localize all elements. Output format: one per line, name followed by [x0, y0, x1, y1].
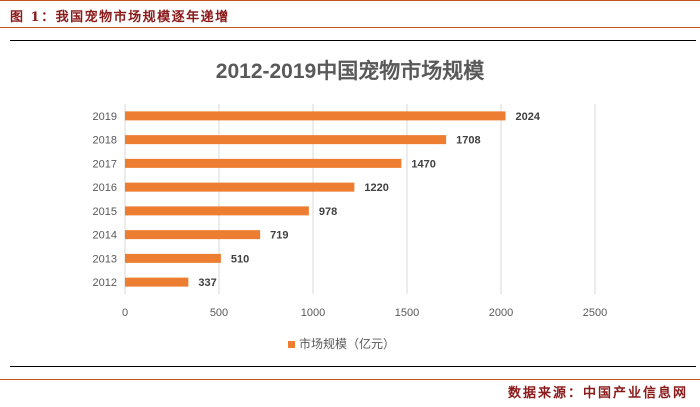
category-label: 2015: [93, 206, 117, 218]
category-label: 2013: [93, 253, 117, 265]
chart-title: 2012-2019中国宠物市场规模: [216, 59, 485, 83]
category-label: 2012: [93, 277, 117, 289]
footer-rule: [0, 379, 700, 380]
data-label: 1708: [456, 135, 480, 147]
chart-bottom-rule: [10, 366, 696, 367]
x-tick-label: 1000: [301, 307, 325, 319]
category-label: 2019: [93, 111, 117, 123]
x-tick-label: 2000: [489, 307, 513, 319]
data-label: 719: [270, 230, 288, 242]
data-label: 1470: [411, 158, 435, 170]
header-rule: [0, 27, 700, 28]
category-label: 2017: [93, 158, 117, 170]
legend-swatch: [288, 341, 295, 348]
category-label: 2018: [93, 135, 117, 147]
data-label: 1220: [364, 182, 388, 194]
bar: [125, 277, 189, 287]
category-label: 2014: [93, 230, 117, 242]
chart-top-rule: [10, 40, 696, 41]
x-tick-label: 500: [210, 307, 228, 319]
figure-header: 图 1：我国宠物市场规模逐年递增: [0, 0, 700, 29]
bar: [125, 158, 402, 168]
bar: [125, 111, 506, 121]
x-tick-label: 0: [122, 307, 128, 319]
bar: [125, 182, 355, 192]
x-tick-label: 1500: [395, 307, 419, 319]
bar: [125, 135, 447, 145]
bar: [125, 253, 221, 263]
bar: [125, 206, 309, 216]
data-label: 337: [198, 277, 216, 289]
data-label: 510: [231, 253, 249, 265]
x-tick-label: 2500: [583, 307, 607, 319]
legend-label: 市场规模（亿元）: [299, 336, 395, 351]
data-source: 数据来源：中国产业信息网: [507, 386, 688, 401]
data-label: 2024: [516, 111, 541, 123]
figure-caption: 图 1：我国宠物市场规模逐年递增: [10, 10, 230, 25]
data-label: 978: [319, 206, 337, 218]
category-label: 2016: [93, 182, 117, 194]
bar: [125, 230, 261, 240]
